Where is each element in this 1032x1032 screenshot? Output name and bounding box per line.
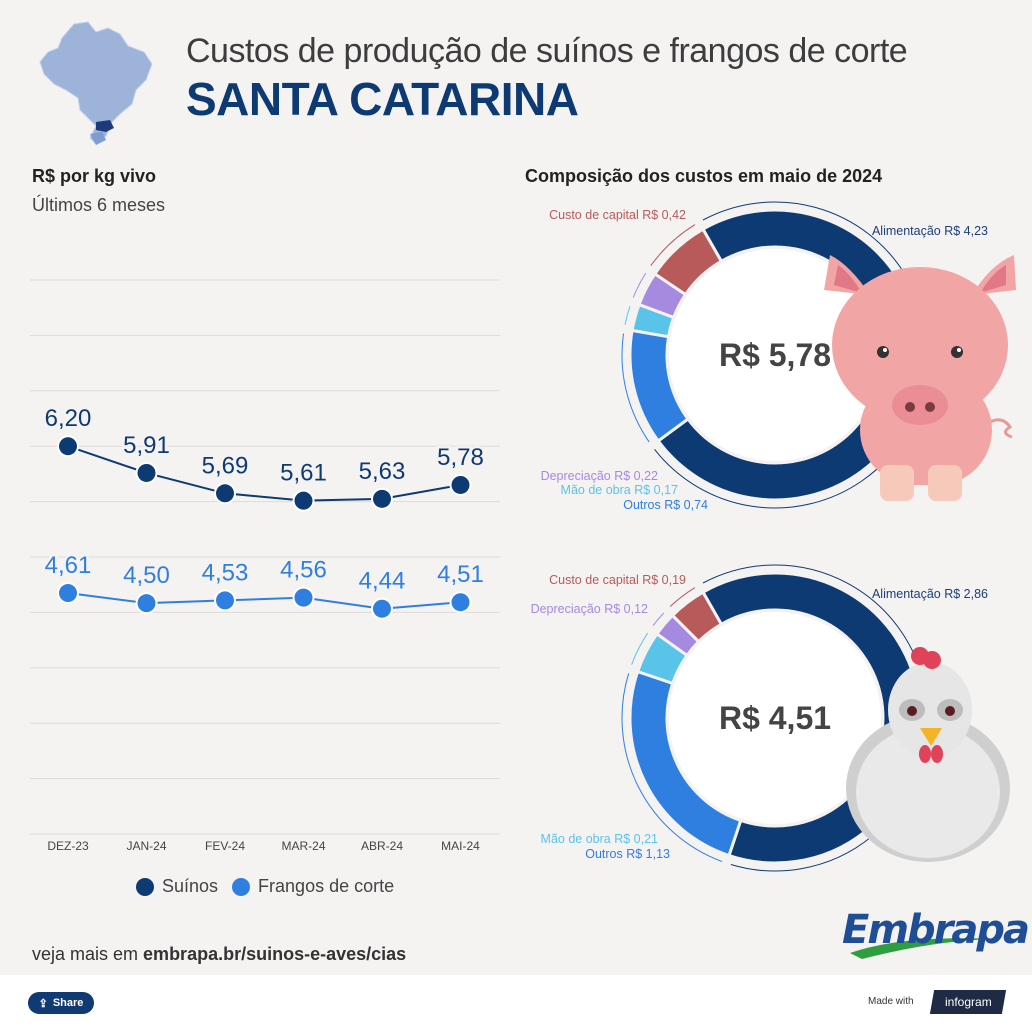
- share-icon: ⇪: [38, 997, 48, 1010]
- x-tick-label: MAI-24: [441, 839, 480, 853]
- data-point[interactable]: [216, 484, 234, 503]
- data-point[interactable]: [216, 591, 234, 610]
- slice-label: Outros R$ 0,74: [623, 498, 708, 512]
- infogram-label: infogram: [944, 995, 992, 1009]
- slice-label: Custo de capital R$ 0,42: [549, 208, 686, 222]
- slice-label: Mão de obra R$ 0,17: [561, 483, 678, 497]
- line-chart: DEZ-23 JAN-24 FEV-24 MAR-24 ABR-24 MAI-24 6,20…: [30, 279, 500, 853]
- donut-hole: [669, 249, 881, 461]
- data-label: 5,63: [359, 458, 406, 485]
- chicken-donut-chart: R$ 4,51 Alimentação R$ 2,86 Outros R$ 1,13…: [531, 564, 1010, 872]
- data-label: 4,61: [45, 552, 92, 579]
- data-point[interactable]: [59, 584, 77, 603]
- donut-slice[interactable]: [670, 590, 724, 644]
- legend-label-pork: Suínos: [162, 876, 219, 896]
- donut-center-label: R$ 4,51: [719, 700, 831, 736]
- legend-label-chicken: Frangos de corte: [258, 876, 395, 896]
- data-label: 4,44: [359, 568, 406, 595]
- x-tick-label: ABR-24: [361, 839, 403, 853]
- logo-text: Embrapa: [842, 907, 1030, 953]
- brazil-map-icon: [39, 21, 153, 145]
- slice-bracket: [652, 612, 665, 626]
- data-label: 5,91: [123, 432, 170, 459]
- slice-bracket: [621, 673, 723, 863]
- embrapa-logo: Embrapa: [842, 905, 1030, 965]
- data-point[interactable]: [294, 491, 313, 510]
- data-point[interactable]: [137, 594, 156, 613]
- series-line: [67, 445, 461, 502]
- share-label: Share: [52, 997, 84, 1009]
- series-line: [67, 592, 461, 610]
- slice-label: Depreciação R$ 0,12: [531, 602, 648, 616]
- bottom-bar: [0, 975, 1032, 1032]
- data-point[interactable]: [451, 475, 470, 494]
- slice-label: Mão de obra R$ 0,21: [541, 832, 658, 846]
- data-point[interactable]: [294, 588, 313, 607]
- data-point[interactable]: [373, 489, 391, 508]
- slice-bracket: [621, 333, 650, 443]
- data-point[interactable]: [373, 599, 391, 618]
- x-tick-label: DEZ-23: [47, 839, 89, 853]
- share-button[interactable]: ⇪ Share: [28, 992, 94, 1014]
- legend-item-pork[interactable]: Suínos: [136, 876, 218, 897]
- x-tick-label: FEV-24: [205, 839, 245, 853]
- x-tick-label: JAN-24: [126, 839, 166, 853]
- donut-center-label: R$ 5,78: [719, 337, 831, 373]
- page-title: Custos de produção de suínos e frangos d…: [186, 32, 908, 70]
- data-point[interactable]: [59, 437, 77, 456]
- infogram-badge[interactable]: infogram: [929, 990, 1007, 1014]
- slice-bracket: [631, 632, 649, 665]
- slice-label: Depreciação R$ 0,22: [541, 469, 658, 483]
- data-label: 5,78: [437, 444, 484, 471]
- slice-bracket: [669, 587, 696, 607]
- slice-bracket: [650, 224, 696, 266]
- data-label: 4,50: [123, 562, 170, 589]
- footer-link[interactable]: embrapa.br/suinos-e-aves/cias: [143, 944, 407, 964]
- chicken-icon: [846, 647, 1010, 862]
- chart-legend: Suínos Frangos de corte: [136, 876, 394, 897]
- footer-prefix: veja mais em: [32, 944, 144, 964]
- slice-bracket: [632, 272, 647, 298]
- made-with-label: Made with: [868, 996, 914, 1007]
- legend-dot-pork: [136, 877, 154, 896]
- pig-icon: [824, 255, 1016, 501]
- footer-text: veja mais em embrapa.br/suinos-e-aves/ci…: [32, 944, 406, 965]
- slice-label: Outros R$ 1,13: [585, 847, 670, 861]
- slice-label: Alimentação R$ 2,86: [872, 587, 988, 601]
- data-label: 4,56: [280, 557, 327, 584]
- slice-bracket: [624, 305, 631, 325]
- composition-title: Composição dos custos em maio de 2024: [525, 166, 883, 186]
- donut-hole: [669, 612, 881, 824]
- pork-donut-chart: R$ 5,78 Alimentação R$ 4,23 Outros R$ 0,74…: [541, 201, 1016, 512]
- data-label: 4,53: [202, 559, 249, 586]
- line-chart-subtitle: Últimos 6 meses: [32, 195, 166, 215]
- slice-label: Custo de capital R$ 0,19: [549, 573, 686, 587]
- slice-label: Alimentação R$ 4,23: [872, 224, 988, 238]
- data-label: 5,69: [202, 452, 249, 479]
- data-label: 6,20: [45, 405, 92, 432]
- donut-slice[interactable]: [652, 227, 724, 297]
- data-label: 4,51: [437, 561, 484, 588]
- state-title: SANTA CATARINA: [186, 73, 579, 125]
- x-tick-label: MAR-24: [281, 839, 325, 853]
- data-label: 5,61: [280, 460, 327, 487]
- line-chart-title: R$ por kg vivo: [32, 166, 157, 186]
- data-point[interactable]: [137, 463, 156, 482]
- data-point[interactable]: [451, 593, 470, 612]
- legend-item-chicken[interactable]: Frangos de corte: [232, 876, 394, 897]
- legend-dot-chicken: [232, 877, 251, 896]
